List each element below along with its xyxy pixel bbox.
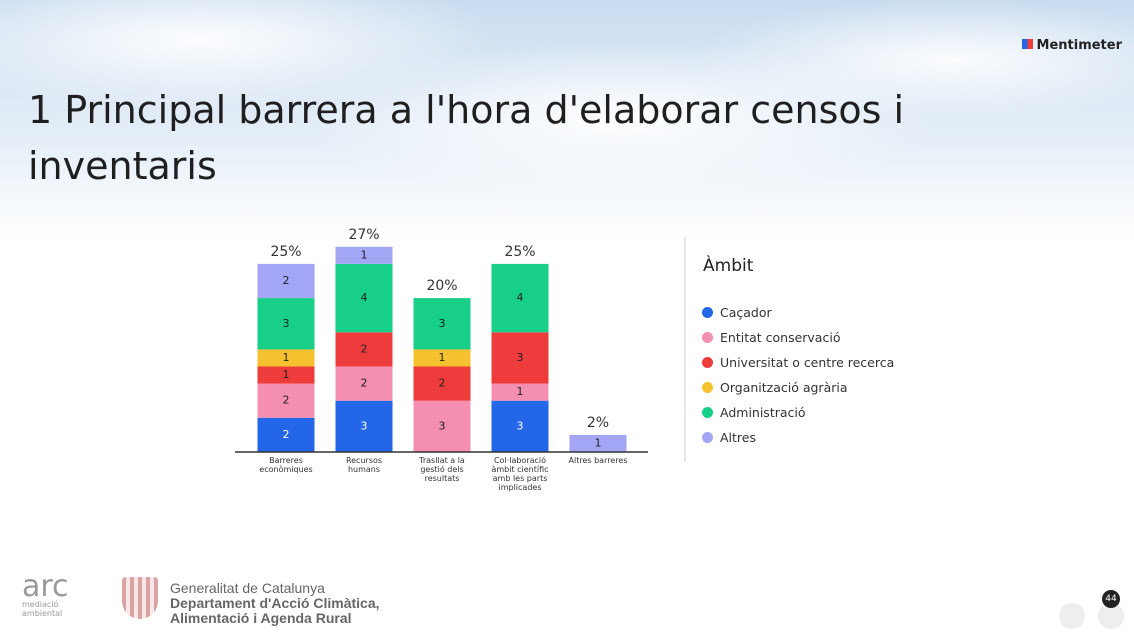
legend-swatch — [702, 307, 713, 318]
segment-label: 4 — [517, 291, 524, 304]
x-tick-label: Altres barreres — [565, 456, 631, 465]
segment-label: 1 — [283, 368, 290, 381]
legend-item: Entitat conservació — [702, 330, 840, 345]
crest — [122, 577, 158, 619]
segment-label: 2 — [361, 377, 368, 390]
total-label: 2% — [587, 415, 609, 431]
organization: Generalitat de Catalunya Departament d'A… — [170, 581, 380, 626]
segment-label: 3 — [517, 351, 524, 364]
segment-label: 2 — [283, 274, 290, 287]
legend-label: Caçador — [720, 305, 772, 320]
segment-label: 1 — [283, 351, 290, 364]
total-label: 20% — [426, 278, 457, 294]
segment-label: 2 — [283, 428, 290, 441]
like-button[interactable] — [1059, 603, 1085, 629]
x-tick-label: Trasllat a la gestió dels resultats — [409, 456, 475, 483]
legend-item: Caçador — [702, 305, 772, 320]
total-label: 25% — [270, 244, 301, 260]
segment-label: 1 — [439, 351, 446, 364]
legend-label: Universitat o centre recerca — [720, 355, 894, 370]
segment-label: 3 — [361, 419, 368, 432]
legend-item: Organització agrària — [702, 380, 848, 395]
segment-label: 2 — [439, 377, 446, 390]
legend-label: Organització agrària — [720, 380, 848, 395]
arc-logo: arc mediació ambiental — [22, 574, 69, 618]
total-label: 25% — [504, 244, 535, 260]
segment-label: 2 — [283, 394, 290, 407]
legend-label: Entitat conservació — [720, 330, 840, 345]
segment-label: 4 — [361, 291, 368, 304]
org-line: Departament d'Acció Climàtica, — [170, 596, 380, 611]
legend-swatch — [702, 332, 713, 343]
legend-label: Altres — [720, 430, 756, 445]
participant-count: 44 — [1102, 590, 1120, 608]
logo-text: arc — [22, 574, 69, 600]
x-tick-label: Barreres econòmiques — [253, 456, 319, 474]
x-tick-label: Col·laboració àmbit científic amb les pa… — [487, 456, 553, 492]
legend-swatch — [702, 382, 713, 393]
legend-label: Administració — [720, 405, 806, 420]
segment-label: 3 — [439, 317, 446, 330]
legend-swatch — [702, 357, 713, 368]
chart: 2 2 1 1 3 2 25% 3 2 2 4 1 27% 3 2 1 3 20% 3 1 3 4 25% 1 2% — [0, 0, 1134, 641]
segment-label: 1 — [595, 436, 602, 449]
x-tick-label: Recursos humans — [331, 456, 397, 474]
segment-label: 1 — [517, 385, 524, 398]
legend-swatch — [702, 407, 713, 418]
legend-item: Altres — [702, 430, 756, 445]
logo-text: ambiental — [22, 609, 69, 618]
legend-title: Àmbit — [703, 256, 753, 276]
legend-item: Administració — [702, 405, 806, 420]
slide: Mentimeter 1 Principal barrera a l'hora … — [0, 0, 1134, 641]
segment-label: 2 — [361, 342, 368, 355]
org-line: Generalitat de Catalunya — [170, 581, 380, 596]
org-line: Alimentació i Agenda Rural — [170, 611, 380, 626]
segment-label: 3 — [517, 419, 524, 432]
segment-label: 3 — [283, 317, 290, 330]
legend-item: Universitat o centre recerca — [702, 355, 894, 370]
segment-label: 1 — [361, 248, 368, 261]
legend-swatch — [702, 432, 713, 443]
total-label: 27% — [348, 227, 379, 243]
segment-label: 3 — [439, 419, 446, 432]
